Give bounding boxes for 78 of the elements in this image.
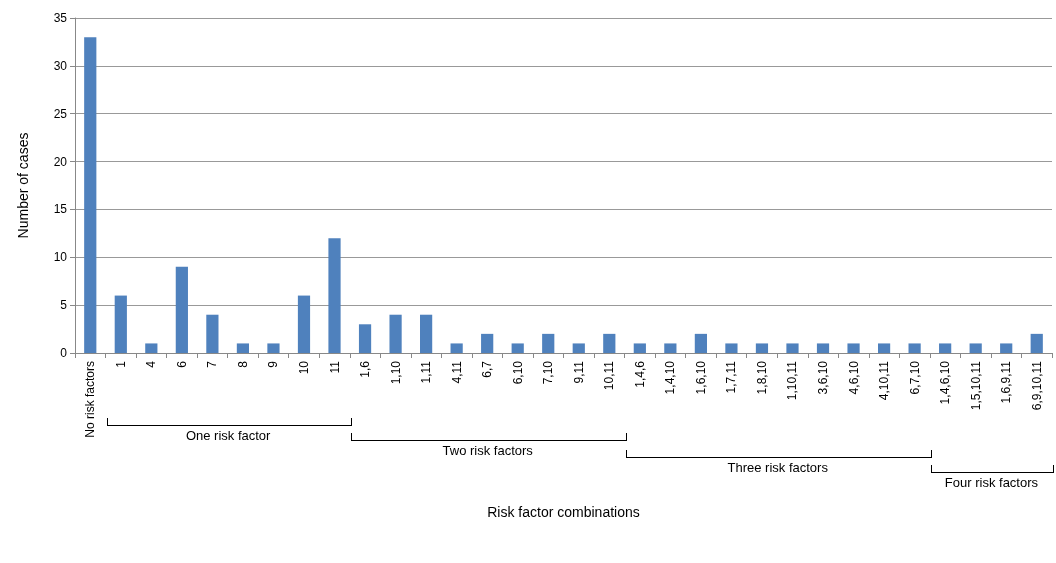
x-tick-label: 6,9,10,11	[1029, 360, 1044, 411]
bar	[969, 343, 982, 353]
x-tick-label: 4,10,11	[877, 360, 892, 401]
bar	[1030, 333, 1043, 353]
x-tick-label: 1,6	[358, 360, 373, 378]
x-tick-label: 1,5,10,11	[968, 360, 983, 411]
bar	[725, 343, 738, 353]
bar	[481, 333, 494, 353]
x-tick-label: 6,7	[480, 360, 495, 378]
text: Four risk factors	[944, 475, 1039, 490]
x-tick-label: 1,4,6,10	[938, 360, 953, 405]
bar	[572, 343, 585, 353]
bar	[603, 333, 616, 353]
x-tick-label: 1,6,9,11	[999, 360, 1014, 404]
bar	[786, 343, 799, 353]
bar	[847, 343, 860, 353]
bar	[328, 238, 341, 353]
bar	[694, 333, 707, 353]
x-tick-label: 1,4,10	[663, 360, 678, 395]
bar	[633, 343, 646, 353]
x-tick-label: 1,7,11	[724, 360, 739, 394]
x-tick-label: 1	[113, 360, 128, 368]
x-tick-label: 1,10	[388, 360, 403, 385]
y-tick-label: 15	[53, 202, 68, 217]
x-tick-label: 1,8,10	[754, 360, 769, 395]
y-tick-label: 10	[53, 250, 68, 265]
x-tick-label: 6	[174, 360, 189, 368]
x-tick-label: 6,10	[510, 360, 525, 385]
y-tick-label: 0	[60, 346, 68, 360]
x-tick-label: 7,10	[541, 360, 556, 385]
bar	[358, 324, 372, 353]
y-tick-label: 35	[53, 11, 68, 25]
bar	[755, 343, 769, 353]
x-tick-label: 6,7,10	[907, 360, 922, 395]
x-tick-label: 9,11	[571, 360, 586, 384]
text: Two risk factors	[442, 443, 533, 458]
x-tick-label: 1,6,10	[693, 360, 708, 395]
bar	[114, 295, 127, 353]
x-tick-label: 8	[235, 360, 250, 368]
bar	[511, 343, 524, 353]
bar	[877, 343, 891, 353]
y-tick-label: 25	[53, 106, 68, 121]
bar	[389, 314, 402, 353]
bar	[206, 314, 219, 353]
x-tick-label: 3,6,10	[816, 360, 831, 395]
bar	[420, 314, 433, 353]
x-tick-label: 4	[144, 360, 159, 368]
bar	[1000, 343, 1013, 353]
bar	[450, 343, 463, 353]
x-tick-label: 9	[266, 360, 281, 368]
x-tick-label: 4,6,10	[846, 360, 861, 395]
bar	[816, 343, 830, 353]
bar	[84, 37, 97, 353]
x-tick-label: 11	[327, 360, 342, 374]
x-tick-label: 7	[205, 360, 220, 368]
bar	[297, 295, 311, 353]
y-tick-label: 5	[60, 298, 68, 313]
y-tick-label: 30	[53, 58, 68, 73]
bar	[236, 343, 250, 353]
bar	[267, 343, 280, 353]
x-tick-label: 4,11	[449, 360, 464, 384]
x-tick-label: 1,4,6	[632, 360, 647, 388]
y-tick-label: 20	[53, 154, 68, 169]
x-tick-label: 1,10,11	[785, 360, 800, 401]
bar	[542, 333, 555, 353]
x-tick-label: 1,11	[419, 360, 434, 384]
bar	[908, 343, 921, 353]
x-tick-label: 10,11	[602, 360, 617, 391]
x-tick-label: 10	[296, 360, 311, 375]
text: One risk factor	[185, 428, 271, 443]
bar	[939, 343, 952, 353]
bar	[145, 343, 158, 353]
bar	[175, 266, 188, 353]
x-tick-label: No risk factors	[83, 361, 98, 438]
y-axis-title: Number of cases	[15, 132, 31, 239]
text: Three risk factors	[727, 460, 828, 475]
bar	[664, 343, 677, 353]
x-axis-title: Risk factor combinations	[487, 504, 640, 520]
